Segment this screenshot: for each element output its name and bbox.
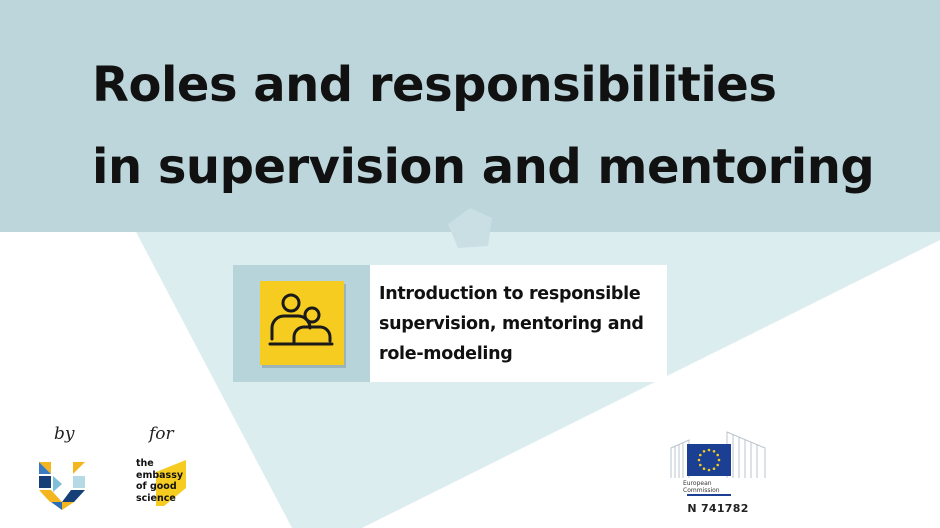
- embassy-word-3: of good: [136, 481, 177, 492]
- embassy-word-1: the: [136, 458, 154, 469]
- module-description: Introduction to responsible supervision,…: [379, 279, 664, 369]
- embassy-word-2: embassy: [136, 469, 184, 481]
- module-icon-tile: [260, 281, 344, 365]
- module-icon-panel: [233, 265, 370, 382]
- grant-number: N 741782: [687, 502, 749, 515]
- mentor-mentee-icon: [268, 293, 334, 346]
- module-line-2: supervision, mentoring and: [379, 314, 644, 334]
- title-line-1: Roles and responsibilities: [92, 57, 777, 113]
- module-line-1: Introduction to responsible: [379, 284, 641, 304]
- module-line-3: role-modeling: [379, 344, 513, 364]
- page-title: Roles and responsibilities in supervisio…: [92, 44, 922, 208]
- for-label: for: [149, 424, 174, 444]
- ec-caption-line-1: European: [683, 480, 712, 487]
- embassy-of-good-science-logo[interactable]: the embassy of good science: [136, 458, 188, 514]
- header-band: [0, 0, 940, 232]
- eu-stars: [697, 448, 721, 472]
- vu-amsterdam-logo[interactable]: [39, 462, 85, 510]
- ec-caption: European Commission: [683, 480, 720, 494]
- pentagon-shape: [448, 208, 492, 248]
- european-commission-logo[interactable]: [667, 428, 767, 498]
- embassy-word-4: science: [136, 492, 176, 504]
- by-label: by: [54, 424, 75, 444]
- embassy-wordmark: the embassy of good science: [136, 458, 183, 504]
- embassy-flag-shape: [156, 460, 186, 506]
- module-card[interactable]: Introduction to responsible supervision,…: [233, 265, 667, 382]
- title-line-2: in supervision and mentoring: [92, 139, 875, 195]
- ec-caption-line-2: Commission: [683, 487, 720, 494]
